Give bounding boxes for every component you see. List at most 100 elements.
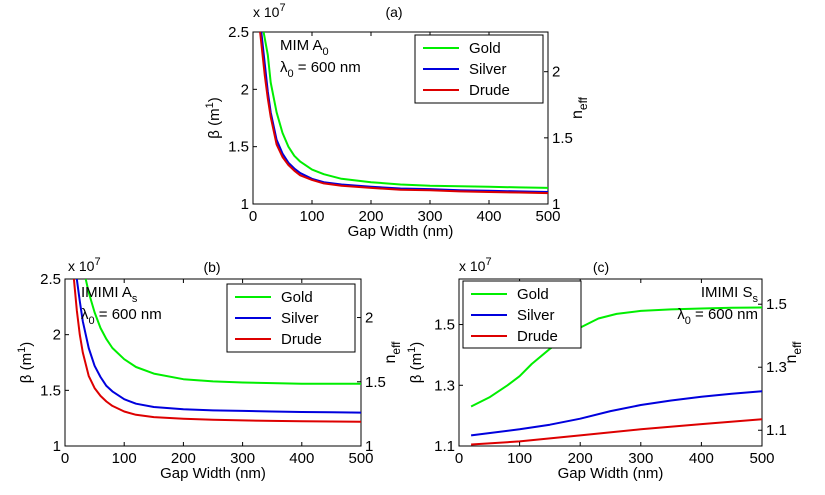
panel-3-legend-label-gold: Gold [517,286,549,303]
panel-1-ylabel-close: ) [206,97,223,102]
panel-2-ylabel: β (m1) [16,342,35,383]
panel-2-y2label-main: n [382,355,399,364]
panel-2-y2label: neff [382,341,403,364]
panel-3-xtick-label: 400 [689,450,714,467]
panel-3-y2label: neff [783,341,804,364]
panel-1-annotation-lambda-sub: 0 [288,68,294,80]
panel-3-series-silver [470,390,762,437]
panel-3-annotation-mode-sub: s [753,293,759,305]
panel-2-ytick-label: 2.5 [40,271,61,288]
panel-3: 0 100 200 300 400 500 1.1 1.3 1.5 1.1 1.3 1.5 x 107 (… [406,256,804,482]
panel-2-annotation-mode-main: IMIMI A [81,284,132,301]
panel-2-xtick-label: 200 [171,450,196,467]
panel-3-y2label-sub: eff [790,341,804,355]
panel-1-annotation-wavelength-value: = 600 nm [294,59,361,76]
panel-3-annotation-lambda-sub: 0 [685,315,691,327]
panel-3-y2tick-label: 1.5 [766,296,787,313]
panel-3-ylabel-close: ) [408,342,425,347]
panel-3-annotation-mode-main: IMIMI S [701,284,753,301]
panel-3-series-drude [471,418,762,446]
panel-2-annotation-lambda: λ [81,306,89,323]
panel-3-annotation-wavelength-value: = 600 nm [691,306,758,323]
panel-2-multiplier-exp: 7 [94,256,100,268]
panel-1-ylabel-sup: 1 [204,102,216,108]
panel-2-xlabel: Gap Width (nm) [160,465,266,482]
panel-1-ytick-label: 2.5 [228,24,249,41]
panel-3-panel-label: (c) [593,259,609,275]
panel-2-xtick-label: 100 [112,450,137,467]
panel-3-ylabel-main: β (m [408,353,425,383]
panel-3-annotation-lambda: λ [677,306,685,323]
panel-2-panel-label: (b) [203,259,220,275]
panel-1-annotation-lambda: λ [280,59,288,76]
panel-2-series-group [72,279,361,423]
panel-1-series-drude [259,32,548,195]
panel-3-ytick-label: 1.1 [434,438,455,455]
panel-1-annotation-mode-main: MIM A [280,37,323,54]
panel-1-ytick-label: 1 [241,196,249,213]
panel-1-legend-label-silver: Silver [469,61,507,78]
panel-3-multiplier: x 107 [459,256,492,274]
panel-3-legend-label-drude: Drude [517,328,558,345]
panel-1-xtick-label: 400 [476,208,501,225]
panel-2-ytick-label: 1.5 [40,382,61,399]
panel-2-xtick-label: 300 [230,450,255,467]
panel-2-y2label-sub: eff [389,341,403,355]
panel-1-y2tick-label: 1.5 [552,130,573,147]
panel-1-series-group [259,32,548,195]
panel-2-ytick-label: 2 [53,327,61,344]
panel-2-annotation-mode: IMIMI As [81,284,138,305]
panel-1-annotation-mode-sub: 0 [323,46,329,58]
panel-1-ytick-label: 2 [241,81,249,98]
panel-2-annotation-lambda-sub: 0 [89,315,95,327]
panel-2-legend-label-gold: Gold [281,289,313,306]
panel-2-xtick-label: 0 [61,450,69,467]
panel-1-xtick-label: 0 [249,208,257,225]
panel-2-y2tick-label: 1 [365,438,373,455]
panel-3-ylabel-sup: 1 [406,347,418,353]
panel-3-xtick-label: 200 [568,450,593,467]
panel-2-ylabel-close: ) [18,342,35,347]
panel-1-y2label: neff [569,96,590,119]
panel-2-series-silver [75,279,361,414]
panel-3-xtick-label: 500 [749,450,774,467]
panel-3-xlabel: Gap Width (nm) [558,465,664,482]
panel-3-xtick-label: 0 [455,450,463,467]
panel-1-y2label-sub: eff [576,96,590,110]
panel-1-xtick-label: 300 [417,208,442,225]
panel-3-ytick-label: 1.5 [434,317,455,334]
panel-1-series-gold [262,32,548,189]
panel-1-xtick-label: 200 [358,208,383,225]
panel-3-xtick-label: 100 [507,450,532,467]
panel-2-ylabel-main: β (m [18,353,35,383]
panel-1-xtick-label: 100 [299,208,324,225]
panel-3-y2tick-label: 1.3 [766,359,787,376]
panel-2-multiplier-base: x 10 [68,258,95,274]
panel-3-multiplier-exp: 7 [485,256,491,268]
panel-1-xtick-label: 500 [535,208,560,225]
panel-3-y2tick-label: 1.1 [766,422,787,439]
panel-1-annotation-wavelength: λ0 = 600 nm [280,59,361,80]
panel-1-multiplier-base: x 10 [253,4,280,20]
panel-1-legend-label-gold: Gold [469,40,501,57]
panel-2-legend-label-silver: Silver [281,310,319,327]
panel-3-annotation-mode: IMIMI Ss [701,284,759,305]
panel-2-multiplier: x 107 [68,256,101,274]
panel-1-xlabel: Gap Width (nm) [348,223,454,240]
panel-1-y2tick-label: 1 [552,196,560,213]
panel-2-ylabel-sup: 1 [16,347,28,353]
panel-2-series-drude [72,279,361,423]
panel-1-y2tick-label: 2 [552,64,560,81]
panel-1-multiplier-exp: 7 [279,2,285,14]
panel-1-ylabel-main: β (m [206,108,223,138]
panel-3-annotation-wavelength: λ0 = 600 nm [677,306,758,327]
panel-2-annotation-wavelength-value: = 600 nm [95,306,162,323]
panel-1-legend-label-drude: Drude [469,82,510,99]
panel-1-ylabel: β (m1) [204,97,223,138]
panel-3-multiplier-base: x 10 [459,258,486,274]
panel-1-annotation-mode: MIM A0 [280,37,329,58]
panel-1-multiplier: x 107 [253,2,286,20]
